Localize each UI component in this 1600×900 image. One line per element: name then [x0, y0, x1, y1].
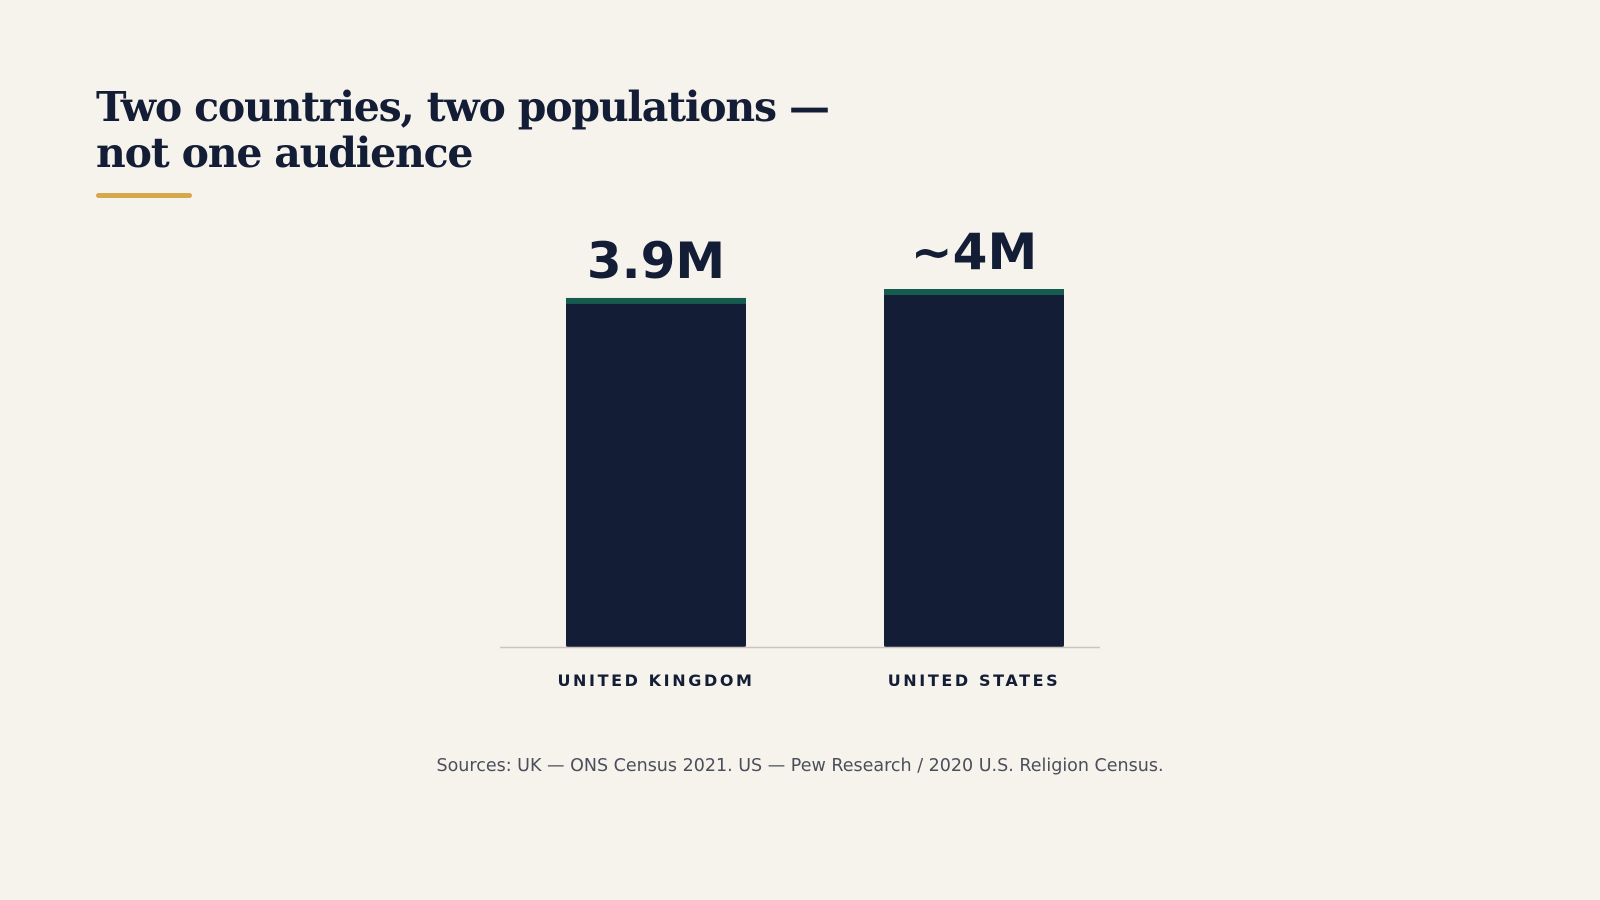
bar-cap-1	[884, 289, 1064, 295]
value-label-1: ~4M	[911, 223, 1037, 281]
bar-1	[884, 289, 1064, 647]
bar-cap-0	[566, 297, 746, 304]
value-label-0: 3.9M	[587, 232, 725, 290]
title-accent-rule	[96, 193, 192, 198]
sources-note: Sources: UK — ONS Census 2021. US — Pew …	[436, 756, 1164, 776]
bar-0	[566, 297, 746, 647]
category-label-0: UNITED KINGDOM	[557, 671, 754, 690]
title-line-2: not one audience	[96, 129, 473, 177]
title-line-1: Two countries, two populations —	[96, 83, 830, 131]
category-label-1: UNITED STATES	[888, 671, 1061, 690]
slide-title: Two countries, two populations — not one…	[96, 84, 856, 176]
